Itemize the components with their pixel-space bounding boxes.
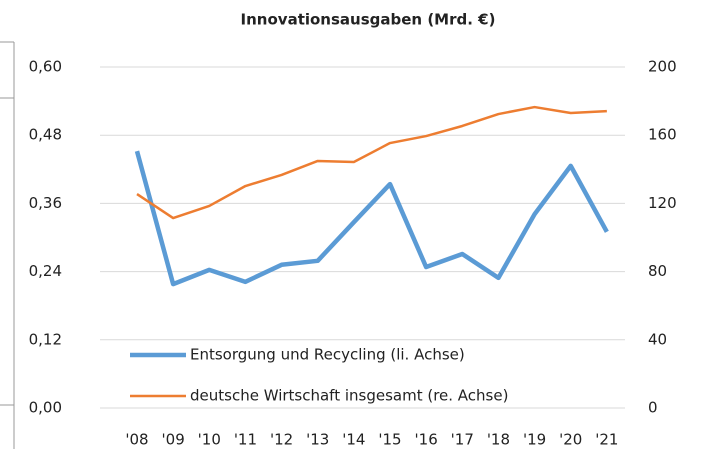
- series-line: [134, 150, 609, 287]
- x-tick-label: '10: [198, 431, 221, 449]
- y2-tick-label: 80: [648, 262, 667, 280]
- x-tick-label: '19: [523, 431, 546, 449]
- x-tick-label: '18: [487, 431, 510, 449]
- y-tick-label: 0,00: [29, 399, 62, 417]
- y2-tick-label: 40: [648, 330, 667, 348]
- x-tick-label: '20: [559, 431, 582, 449]
- legend-label: deutsche Wirtschaft insgesamt (re. Achse…: [190, 387, 508, 405]
- x-tick-label: '16: [415, 431, 438, 449]
- y2-tick-label: 160: [648, 126, 677, 144]
- y-tick-label: 0,60: [29, 58, 62, 76]
- y2-tick-label: 120: [648, 194, 677, 212]
- x-tick-label: '14: [342, 431, 365, 449]
- legend-label: Entsorgung und Recycling (li. Achse): [190, 346, 465, 364]
- x-tick-label: '17: [451, 431, 474, 449]
- x-tick-label: '13: [306, 431, 329, 449]
- y-tick-label: 0,12: [29, 330, 62, 348]
- x-tick-label: '09: [162, 431, 185, 449]
- y-tick-label: 0,24: [29, 262, 62, 280]
- x-tick-label: '11: [234, 431, 257, 449]
- x-tick-label: '15: [378, 431, 401, 449]
- x-tick-label: '12: [270, 431, 293, 449]
- y-tick-label: 0,48: [29, 126, 62, 144]
- series-line: [136, 105, 607, 220]
- y2-tick-label: 200: [648, 58, 677, 76]
- chart-title: Innovationsausgaben (Mrd. €): [241, 11, 496, 29]
- y2-tick-label: 0: [648, 399, 658, 417]
- x-tick-label: '21: [595, 431, 618, 449]
- y-tick-label: 0,36: [29, 194, 62, 212]
- x-tick-label: '08: [125, 431, 148, 449]
